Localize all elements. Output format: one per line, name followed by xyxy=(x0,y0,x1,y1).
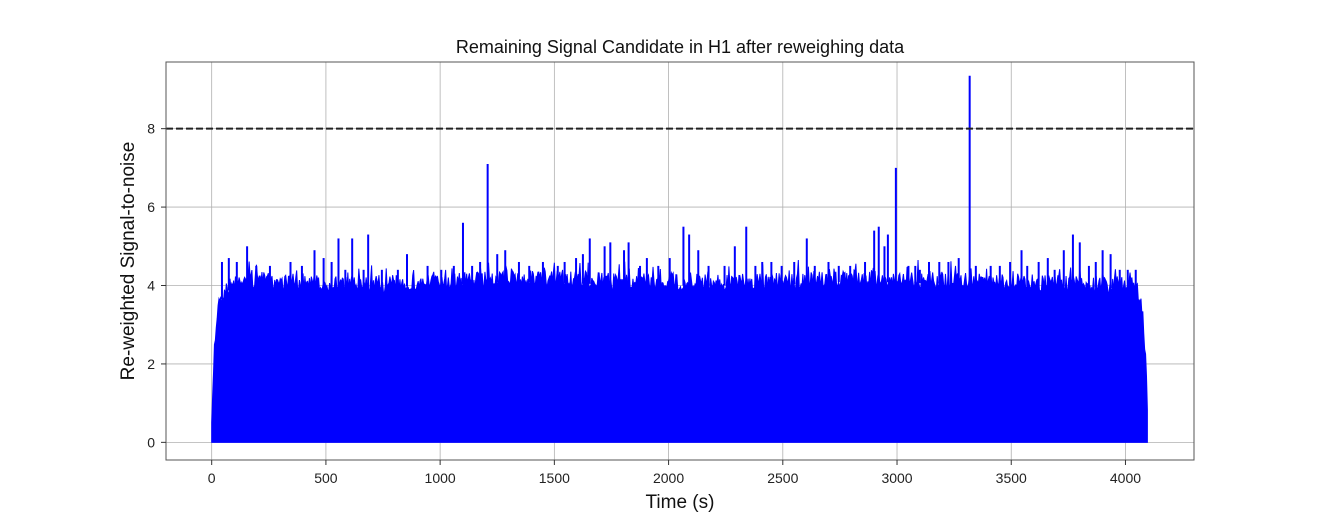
x-tick-label: 4000 xyxy=(1110,470,1141,486)
x-tick-label: 1000 xyxy=(425,470,456,486)
x-tick-label: 500 xyxy=(314,470,338,486)
plot-frame xyxy=(165,61,1195,461)
plot-data xyxy=(211,75,1148,443)
series-body xyxy=(211,259,1148,443)
y-tick-label: 2 xyxy=(147,356,155,372)
y-axis-title: Re-weighted Signal-to-noise xyxy=(118,142,139,381)
x-tick-label: 2000 xyxy=(653,470,684,486)
x-axis-title: Time (s) xyxy=(646,492,715,513)
x-tick-label: 0 xyxy=(208,470,216,486)
y-tick-label: 4 xyxy=(147,278,155,294)
x-tick-label: 3000 xyxy=(881,470,912,486)
x-tick-label: 3500 xyxy=(996,470,1027,486)
ticks: 0 500 1000 1500 2000 2500 3000 3500 4000 0 2 4 6 8 xyxy=(147,121,1141,486)
y-tick-label: 0 xyxy=(147,434,155,450)
x-tick-label: 1500 xyxy=(539,470,570,486)
y-tick-label: 8 xyxy=(147,121,155,137)
y-tick-label: 6 xyxy=(147,199,155,215)
chart-title: Remaining Signal Candidate in H1 after r… xyxy=(456,37,905,57)
x-tick-label: 2500 xyxy=(767,470,798,486)
